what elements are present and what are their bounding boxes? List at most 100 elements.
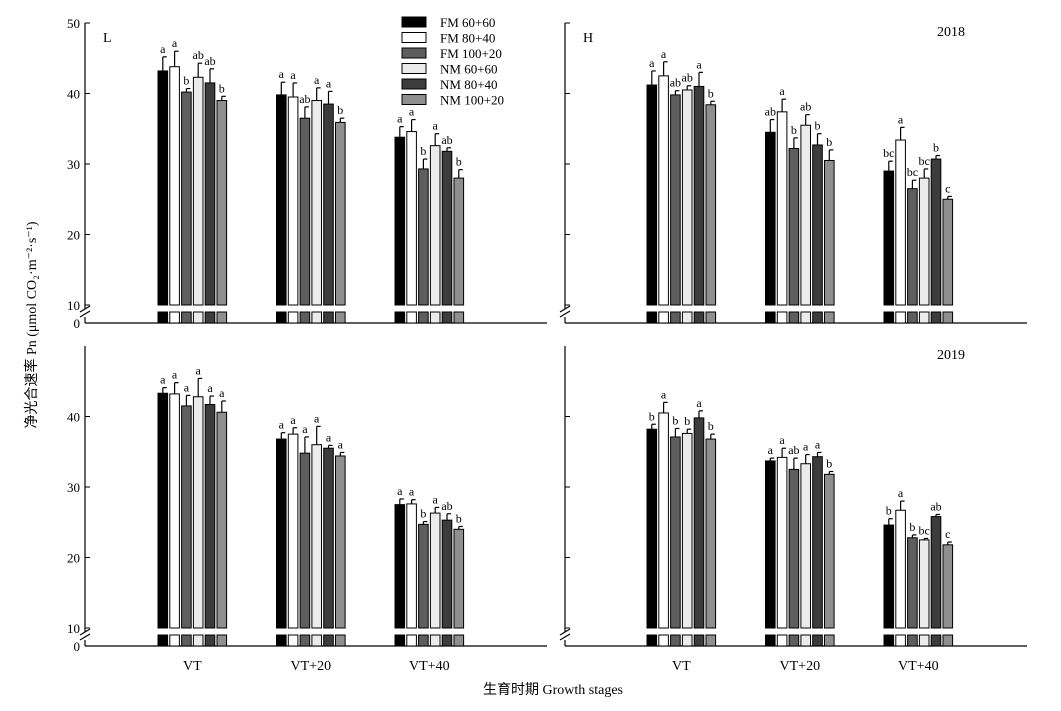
bar-stub (192, 634, 204, 647)
bar (441, 150, 453, 306)
y-tick-label: 50 (67, 16, 80, 31)
bar-stub (693, 634, 705, 647)
legend-swatch (401, 47, 427, 59)
bar-stub (824, 311, 835, 324)
bar (812, 456, 823, 629)
bar-stub (812, 311, 823, 324)
legend-label: FM 100+20 (440, 46, 502, 61)
significance-letter: a (433, 492, 439, 506)
y-axis-title: 净光合速率 Pn (μmol CO₂·m⁻²·s⁻¹) (23, 221, 40, 428)
legend-swatch (401, 16, 427, 28)
axis-break-mark (79, 310, 91, 318)
bar (276, 94, 287, 306)
significance-letter: bc (907, 165, 918, 179)
significance-letter: a (898, 486, 904, 500)
bar-stub (418, 311, 429, 324)
bar (276, 438, 287, 629)
bar-stub (299, 634, 311, 647)
bar-stub (204, 634, 216, 647)
significance-letter: a (338, 437, 344, 451)
significance-letter: b (672, 413, 678, 427)
bar-stub (323, 634, 334, 647)
bar-stub (681, 311, 693, 324)
significance-letter: a (661, 387, 667, 401)
bar (788, 468, 800, 629)
significance-letter: b (684, 414, 690, 428)
bar-stub (646, 311, 658, 324)
bar-stub (812, 634, 823, 647)
bar (192, 396, 204, 629)
y-tick-label: 40 (67, 87, 80, 102)
bar (394, 504, 406, 629)
significance-letter: bc (883, 146, 894, 160)
bar-stub (693, 311, 705, 324)
y-tick-label: 10 (67, 298, 80, 313)
significance-letter: a (172, 368, 178, 382)
bar-stub (441, 634, 453, 647)
bar-stub (276, 634, 287, 647)
significance-letter: b (826, 135, 832, 149)
significance-letter: ab (800, 100, 811, 114)
significance-letter: a (290, 413, 296, 427)
x-tick-label: VT (672, 659, 691, 674)
x-tick-label: VT (183, 659, 202, 674)
significance-letter: a (409, 485, 415, 499)
significance-letter: b (826, 456, 832, 470)
x-tick-label: VT+20 (780, 659, 821, 674)
bar (429, 512, 441, 629)
significance-letter: c (945, 181, 950, 195)
bar-stub (658, 634, 669, 647)
bar-stub (883, 634, 895, 647)
significance-letter: a (649, 56, 655, 70)
bar-stub (930, 311, 942, 324)
bar (216, 100, 228, 306)
bar (441, 519, 453, 629)
bar (681, 432, 693, 629)
bar-stub (169, 311, 180, 324)
bar-stub (776, 634, 788, 647)
significance-letter: a (661, 47, 667, 61)
bar-stub (453, 634, 465, 647)
significance-letter: b (791, 123, 797, 137)
axis-break-mark (559, 310, 571, 318)
bar (670, 94, 681, 306)
y-tick-label: 20 (67, 551, 80, 566)
y-tick-label: 30 (67, 157, 80, 172)
legend-swatch (401, 94, 427, 105)
bar-stub (157, 634, 169, 647)
bar (907, 188, 918, 306)
significance-letter: c (945, 527, 950, 541)
bar-stub (788, 634, 800, 647)
y-tick-label: 30 (67, 480, 80, 495)
significance-letter: b (456, 155, 462, 169)
axis-break-mark (79, 628, 91, 636)
bar-stub (942, 311, 954, 324)
significance-letter: b (456, 511, 462, 525)
bar (918, 177, 930, 306)
bar (453, 528, 465, 629)
panel-year-label: 2018 (937, 25, 965, 40)
bar (930, 516, 942, 629)
bar-stub (216, 634, 228, 647)
axis-break-mark (79, 305, 91, 313)
bar-stub (429, 311, 441, 324)
legend-label: NM 100+20 (440, 93, 504, 108)
bar-stub (800, 634, 812, 647)
significance-letter: a (279, 67, 285, 81)
bar (895, 139, 906, 306)
bar-stub (670, 634, 681, 647)
bar (406, 503, 417, 629)
bar (918, 539, 930, 629)
significance-letter: a (397, 112, 403, 126)
bar (776, 456, 788, 629)
bar (907, 537, 918, 629)
bar-stub (907, 634, 918, 647)
significance-letter: a (302, 422, 308, 436)
bar (181, 405, 192, 629)
significance-letter: a (196, 363, 202, 377)
significance-letter: a (397, 484, 403, 498)
significance-letter: ab (670, 76, 681, 90)
bar (658, 75, 669, 306)
